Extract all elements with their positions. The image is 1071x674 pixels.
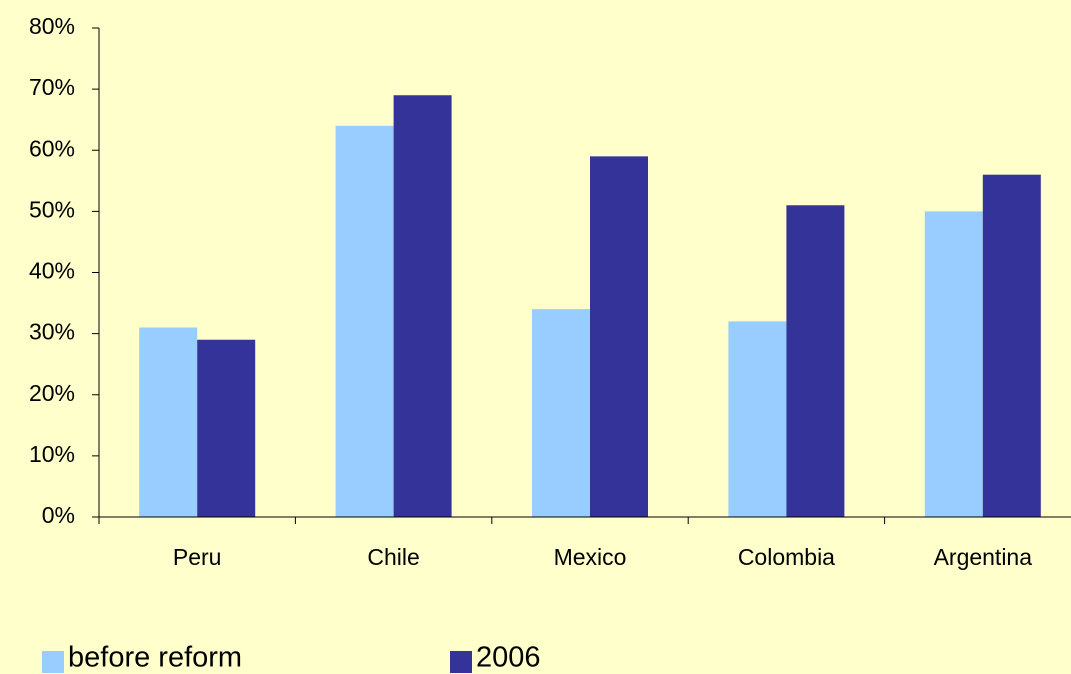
x-tick-label: Colombia: [738, 544, 835, 570]
bar: [590, 156, 648, 518]
legend-label: before reform: [68, 642, 242, 674]
legend-swatch: [450, 651, 472, 673]
y-tick-label: 70%: [29, 74, 75, 100]
legend-swatch: [42, 651, 64, 673]
legend-label: 2006: [476, 642, 541, 674]
y-tick-label: 20%: [29, 380, 75, 406]
bar: [982, 174, 1041, 517]
x-tick-label: Chile: [367, 544, 419, 570]
bar: [786, 205, 845, 517]
bar: [393, 95, 452, 518]
bar: [728, 321, 787, 517]
bar: [139, 327, 198, 517]
y-tick-label: 30%: [29, 319, 75, 345]
y-tick-label: 50%: [29, 196, 75, 222]
bar: [924, 211, 983, 517]
y-tick-label: 0%: [42, 502, 75, 528]
x-tick-label: Peru: [173, 544, 222, 570]
y-tick-label: 40%: [29, 258, 75, 284]
y-tick-label: 10%: [29, 441, 75, 467]
bar: [197, 339, 256, 517]
y-tick-label: 80%: [29, 13, 75, 39]
bar: [532, 309, 590, 517]
y-tick-label: 60%: [29, 135, 75, 161]
bar: [335, 125, 394, 518]
x-tick-label: Argentina: [934, 544, 1033, 570]
x-tick-label: Mexico: [554, 544, 627, 570]
